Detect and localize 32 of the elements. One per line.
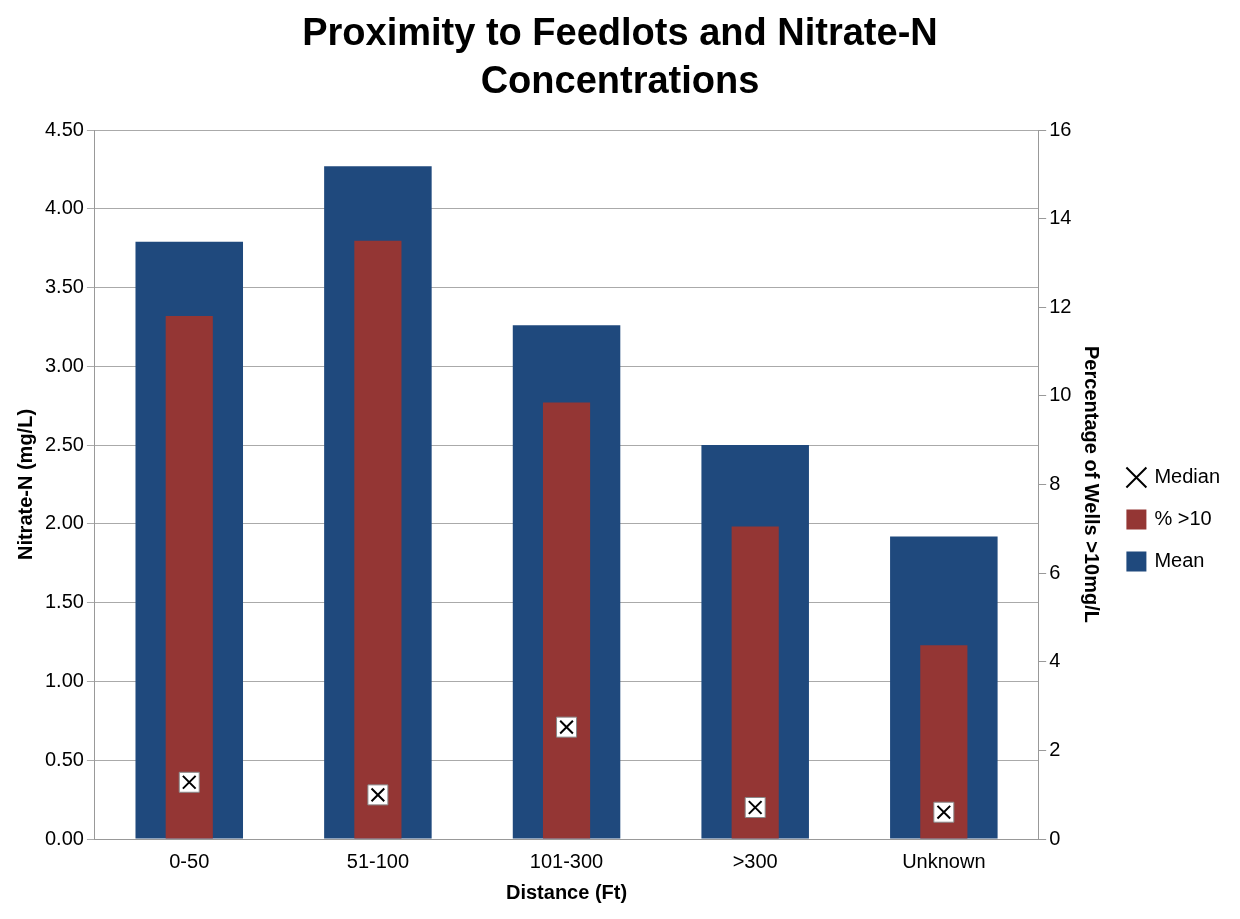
y2-tick-label: 16 — [1049, 117, 1072, 140]
x-tick-label: 51-100 — [346, 849, 410, 872]
y2-tick-label: 12 — [1049, 294, 1072, 317]
y-tick-label: 0.50 — [44, 747, 84, 770]
legend-label: Mean — [1154, 549, 1205, 572]
x-tick-label: Unknown — [902, 849, 986, 872]
y-tick-label: 3.50 — [44, 275, 84, 298]
y2-tick-label: 0 — [1049, 826, 1061, 849]
y-tick-label: 4.50 — [44, 117, 84, 140]
y2-tick-label: 6 — [1049, 560, 1061, 583]
y-tick-label: 4.00 — [44, 196, 84, 219]
chart-title: Proximity to Feedlots and Nitrate-N Concentrations — [301, 10, 939, 103]
y2-axis-title: Percentage of Wells >10mg/L — [1080, 346, 1103, 623]
bar — [920, 645, 968, 839]
y2-tick-label: 8 — [1049, 472, 1061, 495]
y-tick-label: 0.00 — [44, 826, 84, 849]
x-axis-title: Distance (Ft) — [505, 880, 628, 903]
legend-label: % >10 — [1154, 507, 1212, 530]
y2-tick-label: 14 — [1049, 206, 1072, 229]
y-tick-label: 1.50 — [44, 590, 84, 613]
legend-label: Median — [1154, 465, 1221, 488]
x-tick-label: 101-300 — [529, 849, 604, 872]
x-tick-label: >300 — [732, 849, 778, 872]
y-axis-title: Nitrate-N (mg/L) — [13, 408, 36, 561]
y2-tick-label: 4 — [1049, 649, 1061, 672]
y-tick-label: 3.00 — [44, 353, 84, 376]
y-tick-label: 1.00 — [44, 668, 84, 691]
y2-tick-label: 10 — [1049, 383, 1072, 406]
y-tick-label: 2.50 — [44, 432, 84, 455]
y-tick-label: 2.00 — [44, 511, 84, 534]
x-tick-label: 0-50 — [169, 849, 210, 872]
y2-tick-label: 2 — [1049, 737, 1061, 760]
